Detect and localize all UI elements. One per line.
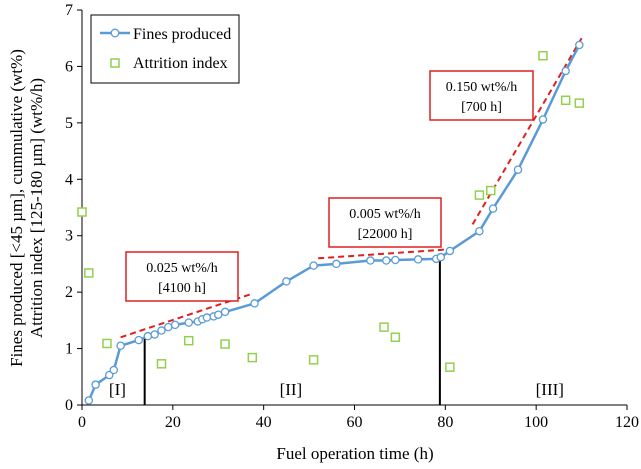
fines-produced-point [282,277,291,286]
attrition-index-point [486,185,496,196]
fines-produced-point [164,322,173,332]
attrition-index-point [474,190,485,200]
fines-produced-point [445,246,455,256]
phase-label: [III] [536,380,564,399]
phase-label: [II] [280,380,303,399]
callout-rate-label: 0.150 wt%/h [446,80,518,95]
y-tick-label: 0 [65,397,73,414]
fines-produced-point [475,226,484,236]
y-tick-label: 2 [65,284,73,301]
y-tick-label: 4 [65,171,73,188]
callout-box [429,70,534,121]
callout-lifetime-label: [700 h] [461,100,502,115]
x-tick-label: 0 [78,414,86,431]
fines-produced-point [382,256,391,265]
phase-marker-layer [143,257,441,405]
attrition-index-point [77,207,87,217]
attrition-index-point [183,335,194,346]
x-tick-label: 20 [165,414,181,431]
legend-frame [90,14,240,84]
fines-produced-point [488,204,498,213]
fines-produced-point [220,307,230,317]
callout-rate-label: 0.025 wt%/h [146,261,218,276]
callout-box [328,197,442,248]
fines-produced-point [213,310,223,319]
callout-rate-label: 0.005 wt%/h [349,207,421,222]
attrition-index-point [538,50,548,61]
x-tick-label: 80 [437,414,453,431]
y-axis-title-line1: Fines produced [<45 µm], cummulative (wt… [7,49,26,367]
fines-produced-point [184,318,193,327]
fines-produced-point [513,165,523,174]
attrition-index-point [445,362,455,372]
trend-line [471,37,583,225]
y-tick-label: 1 [65,341,73,358]
y-tick-label: 6 [65,58,73,75]
attrition-index-point [220,339,230,349]
fines-produced-point [143,331,153,341]
fines-produced-point [561,66,570,76]
callout-lifetime-label: [22000 h] [358,227,413,242]
x-tick-label: 100 [524,414,548,431]
fines-produced-point [309,261,318,270]
y-tick-label: 7 [65,2,73,19]
fines-produced-point [436,252,446,262]
x-axis-title: Fuel operation time (h) [276,444,433,463]
fines-produced-point [413,255,423,264]
attrition-index-point [560,95,571,106]
fines-produced-point [538,115,548,124]
fines-produced-point [150,330,159,339]
legend: Fines produced Attrition index [90,14,240,84]
attrition-index-point [156,359,167,369]
callout-lifetime-label: [4100 h] [158,281,206,296]
attrition-index-point [379,322,389,332]
phase-label: [I] [109,380,126,399]
axes-layer: 0 20 40 60 80 100 120 0 1 2 3 4 5 6 7 [65,2,639,431]
callout-layer: 0.025 wt%/h [4100 h] 0.005 wt%/h [22000 h] 0… [125,70,534,302]
legend-label-fines: Fines produced [133,26,231,43]
x-tick-label: 60 [347,414,363,431]
fines-produced-point [170,320,180,330]
fines-produced-point [250,299,259,308]
legend-marker-fines [110,28,120,38]
legend-label-attrition: Attrition index [133,55,228,72]
fines-produced-point [202,313,212,322]
series-layer [77,40,585,405]
trend-line [318,248,450,260]
x-tick-label: 120 [615,414,639,431]
attrition-index-point [308,355,319,365]
y-axis-title-line2: Attrition index [125-180 µm] (wt%/h) [27,78,46,338]
y-tick-label: 3 [65,228,73,245]
fines-produced-point [157,326,166,335]
y-tick-label: 5 [65,115,73,132]
attrition-index-point [84,268,94,278]
callout-box [125,251,239,302]
phase-label-layer: [I] [II] [III] [109,380,564,399]
fines-produced-point [91,380,100,389]
x-tick-label: 40 [256,414,272,431]
attrition-index-point [247,352,258,363]
fines-produced-point [391,255,400,265]
fines-produced-point [109,365,119,375]
fines-produced-point [84,396,94,405]
fines-produced-point [366,256,375,265]
attrition-index-point [390,332,401,343]
attrition-index-point [574,98,585,108]
fines-produced-point [332,259,341,269]
legend-marker-attrition [110,58,120,68]
fines-produced-point [134,335,144,345]
fines-produced-point [575,40,584,50]
fines-produced-point [105,370,114,380]
attrition-index-point [102,338,112,349]
fines-produced-point [116,341,125,350]
